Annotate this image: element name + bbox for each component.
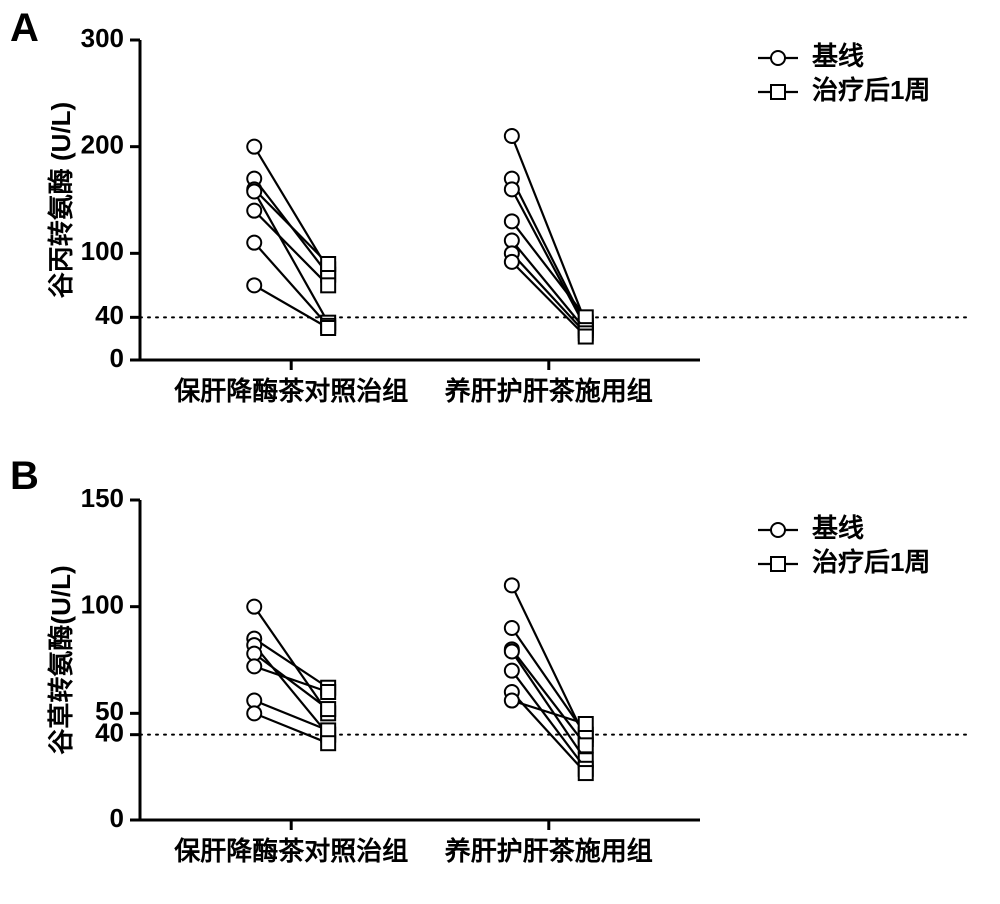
panel-a-chart: 0 40 100 200 300 保肝降酶茶对照治组 养肝护肝茶施用组 谷丙转氨酶 (U/L)… — [0, 0, 1000, 440]
svg-text:50: 50 — [95, 696, 124, 726]
page: A 040100200300保肝降酶茶对照治组养肝护肝茶施用组谷丙转氨酶 (U/… — [0, 0, 1000, 904]
svg-text:100: 100 — [81, 590, 124, 620]
svg-text:150: 150 — [81, 483, 124, 513]
svg-text:0: 0 — [110, 803, 124, 833]
panel-b-chart: 04050100150保肝降酶茶对照治组养肝护肝茶施用组谷草转氨酶(U/L)基线… — [0, 440, 1000, 904]
svg-text:40: 40 — [95, 300, 124, 330]
svg-text:300: 300 — [81, 23, 124, 53]
panel-a-label: A — [10, 6, 39, 51]
svg-text:保肝降酶茶对照治组: 保肝降酶茶对照治组 — [173, 376, 408, 406]
panel-b-label: B — [10, 454, 39, 499]
svg-text:治疗后1周: 治疗后1周 — [812, 547, 930, 577]
svg-text:基线: 基线 — [812, 41, 864, 71]
svg-text:养肝护肝茶施用组: 养肝护肝茶施用组 — [444, 836, 653, 866]
svg-text:基线: 基线 — [812, 513, 864, 543]
svg-text:治疗后1周: 治疗后1周 — [812, 75, 930, 105]
svg-text:0: 0 — [110, 343, 124, 373]
panel-b: B 04050100150保肝降酶茶对照治组养肝护肝茶施用组谷草转氨酶(U/L)… — [0, 440, 1000, 904]
svg-text:养肝护肝茶施用组: 养肝护肝茶施用组 — [444, 376, 653, 406]
svg-text:200: 200 — [81, 130, 124, 160]
svg-text:100: 100 — [81, 236, 124, 266]
svg-text:保肝降酶茶对照治组: 保肝降酶茶对照治组 — [173, 836, 408, 866]
panel-a: A 0 40 100 200 300 保肝降酶茶对照治组 养肝护肝茶施用组 谷丙转氨酶 (U/… — [0, 0, 1000, 440]
svg-text:谷草转氨酶(U/L): 谷草转氨酶(U/L) — [46, 565, 76, 754]
svg-text:谷丙转氨酶 (U/L): 谷丙转氨酶 (U/L) — [46, 102, 76, 298]
